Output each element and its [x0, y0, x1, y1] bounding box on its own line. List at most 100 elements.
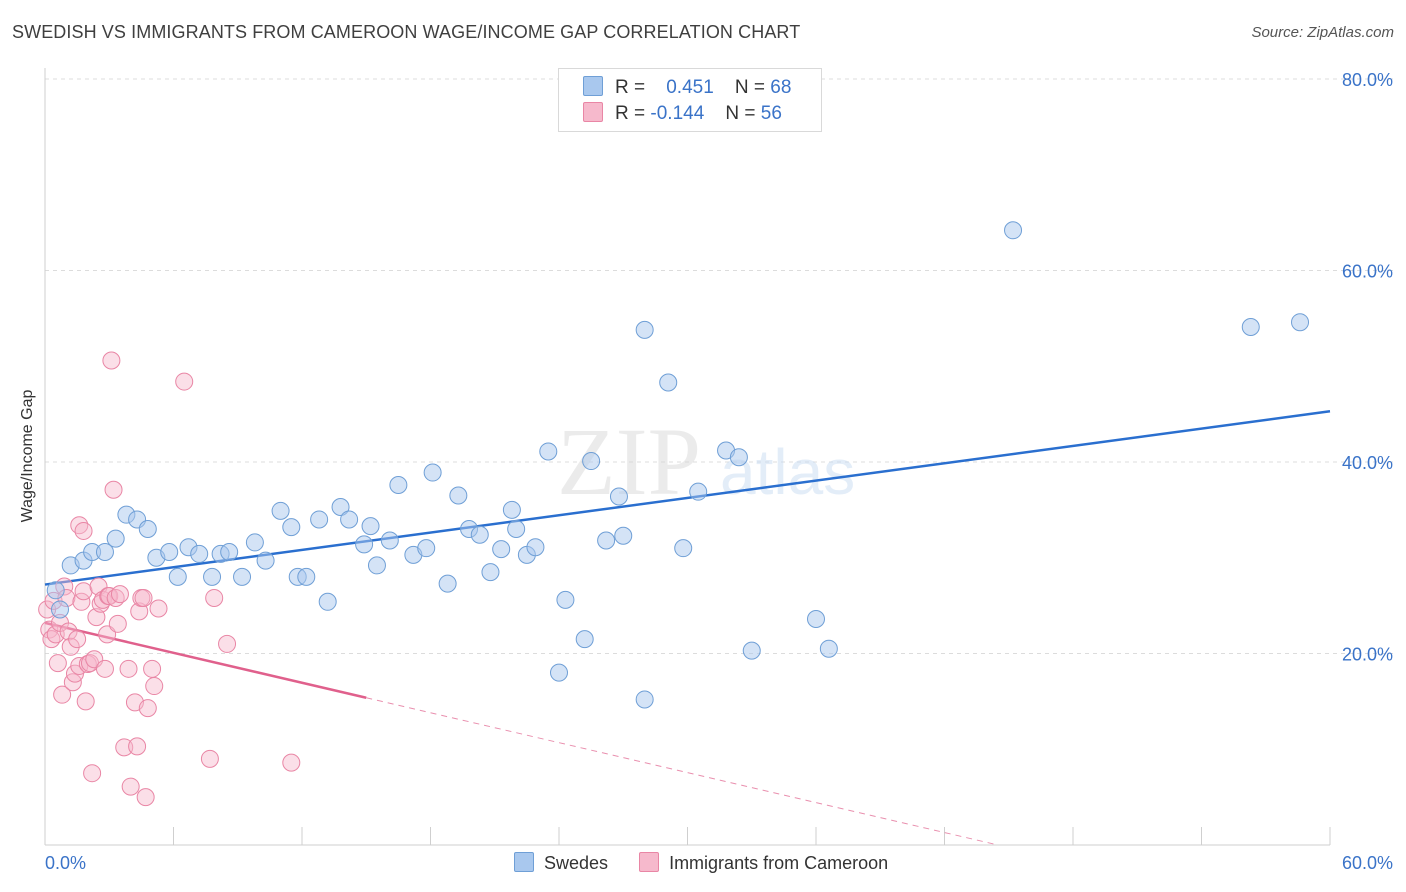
swedes-point — [256, 551, 275, 570]
x-tick-label: 60.0% — [1342, 853, 1393, 873]
swedes-point — [297, 567, 316, 586]
swedes-point — [526, 538, 545, 557]
swedes-point — [310, 510, 329, 529]
swedes-swatch — [514, 852, 534, 872]
legend-n-label: N = — [734, 77, 766, 98]
legend-item-label: Immigrants from Cameroon — [669, 853, 889, 873]
swedes-point — [190, 544, 209, 563]
swedes-point — [220, 543, 239, 562]
cameroon-trend-extension — [366, 697, 999, 846]
cameroon-point — [87, 608, 106, 627]
swedes-point — [1291, 313, 1310, 332]
x-tick-label: 0.0% — [45, 853, 86, 873]
swedes-point — [423, 463, 442, 482]
swedes-point — [168, 567, 187, 586]
swedes-point — [160, 543, 179, 562]
swedes-point — [659, 373, 678, 392]
cameroon-point — [74, 582, 93, 601]
cameroon-point — [119, 659, 138, 678]
swedes-point — [46, 581, 65, 600]
swedes-point — [380, 531, 399, 550]
swedes-points — [46, 221, 1310, 709]
cameroon-point — [175, 372, 194, 391]
swedes-point — [1241, 317, 1260, 336]
swedes-point — [361, 517, 380, 536]
swedes-point — [389, 475, 408, 494]
swedes-point — [507, 520, 526, 539]
swedes-point — [609, 487, 628, 506]
swedes-point — [95, 543, 114, 562]
cameroon-point — [143, 659, 162, 678]
swedes-point — [550, 663, 568, 682]
cameroon-point — [104, 480, 123, 499]
cameroon-point — [128, 737, 147, 756]
swedes-point — [674, 539, 693, 558]
legend-swatch-pink — [583, 102, 603, 122]
cameroon-point — [130, 602, 149, 621]
legend-item-swedes[interactable]: Swedes — [514, 852, 608, 874]
cameroon-point — [98, 625, 117, 644]
tick-labels: 20.0% 40.0% 60.0% 80.0% 0.0% 60.0% — [45, 70, 1393, 873]
swedes-point — [233, 567, 252, 586]
swedes-point — [492, 540, 511, 559]
cameroon-swatch — [639, 852, 660, 872]
swedes-point — [502, 500, 521, 519]
cameroon-point — [53, 685, 72, 704]
cameroon-point — [145, 677, 164, 696]
cameroon-point — [218, 634, 237, 653]
cameroon-point — [74, 521, 93, 540]
swedes-point — [556, 590, 575, 609]
swedes-point — [138, 520, 157, 539]
cameroon-point — [282, 753, 301, 772]
cameroon-point — [121, 777, 140, 796]
swedes-point — [367, 556, 386, 575]
swedes-point — [318, 592, 337, 611]
cameroon-point — [95, 659, 114, 678]
swedes-point — [481, 563, 500, 582]
legend-swatch-blue — [583, 76, 603, 96]
watermark-zip: ZIP — [557, 408, 701, 515]
swedes-point — [819, 639, 838, 658]
cameroon-point — [48, 654, 67, 673]
swedes-point — [271, 501, 290, 520]
cameroon-point — [83, 764, 102, 783]
legend-n-value: 56 — [760, 103, 782, 124]
cameroon-point — [205, 588, 224, 607]
swedes-point — [438, 574, 457, 593]
swedes-point — [539, 442, 558, 461]
gridlines — [45, 78, 1393, 654]
cameroon-point — [68, 630, 87, 649]
watermark: ZIP atlas — [557, 408, 855, 515]
legend-row-cameroon: R = -0.144 N = 56 — [583, 102, 782, 126]
cameroon-point — [102, 351, 121, 370]
swedes-point — [203, 567, 222, 586]
swedes-point — [331, 498, 350, 517]
legend-item-cameroon[interactable]: Immigrants from Cameroon — [639, 852, 888, 874]
y-tick-label: 20.0% — [1342, 645, 1393, 665]
swedes-point — [635, 320, 654, 339]
legend-n-value: 68 — [770, 77, 792, 98]
series-legend: Swedes Immigrants from Cameroon — [514, 852, 914, 874]
swedes-point — [575, 630, 594, 649]
cameroon-point — [136, 788, 155, 807]
cameroon-point — [200, 749, 219, 768]
legend-row-swedes: R = 0.451 N = 68 — [583, 76, 791, 100]
chart-title: SWEDISH VS IMMIGRANTS FROM CAMEROON WAGE… — [12, 22, 801, 42]
swedes-point — [742, 641, 761, 660]
swedes-point — [282, 518, 301, 537]
y-tick-label: 80.0% — [1342, 70, 1393, 90]
swedes-point — [614, 526, 633, 545]
cameroon-point — [110, 585, 129, 604]
cameroon-point — [138, 699, 157, 718]
source-label[interactable]: Source: ZipAtlas.com — [1251, 24, 1394, 41]
legend-r-label: R = — [615, 103, 646, 124]
y-tick-label: 60.0% — [1342, 262, 1393, 282]
swedes-point — [50, 600, 69, 619]
swedes-point — [245, 533, 264, 552]
swedes-point — [582, 452, 601, 471]
swedes-point — [689, 482, 708, 501]
swedes-point — [470, 525, 489, 544]
swedes-point — [417, 539, 436, 558]
cameroon-point — [76, 692, 95, 711]
